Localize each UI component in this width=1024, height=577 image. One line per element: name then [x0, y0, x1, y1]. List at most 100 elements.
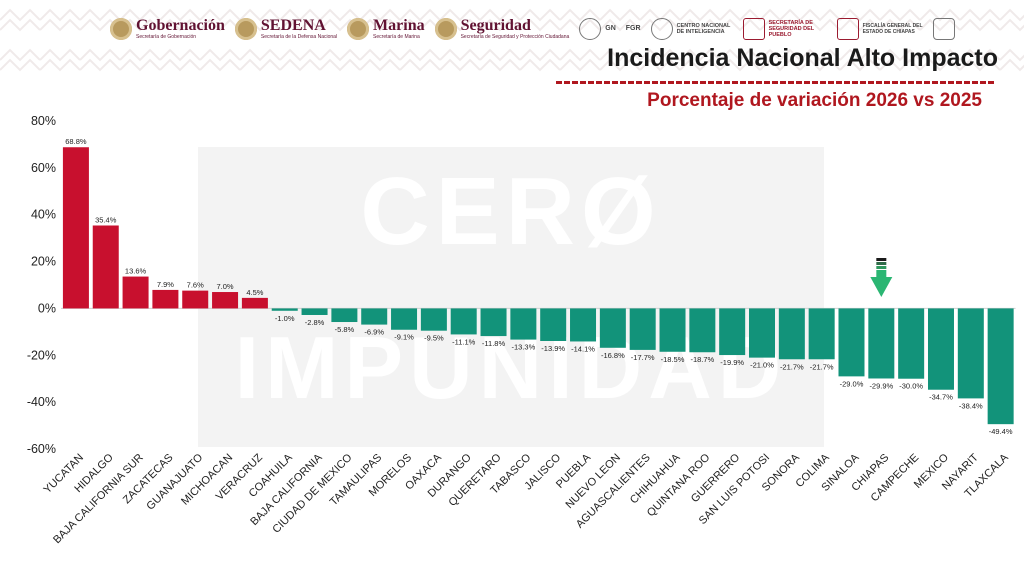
title-rule [556, 80, 996, 85]
bar [241, 297, 268, 309]
data-label: -38.4% [959, 401, 983, 410]
bar [540, 308, 567, 341]
data-label: -21.0% [750, 361, 774, 370]
y-tick-label: -40% [27, 395, 56, 409]
data-label: -18.7% [690, 355, 714, 364]
data-label: -2.8% [305, 318, 325, 327]
data-label: -34.7% [929, 393, 953, 402]
data-label: -13.9% [541, 344, 565, 353]
y-tick-label: 80% [31, 114, 56, 128]
bar [659, 308, 686, 352]
logo-marina-sub: Secretaría de Marina [373, 34, 420, 40]
bar [480, 308, 507, 337]
bar [152, 289, 179, 309]
y-tick-label: 20% [31, 255, 56, 269]
data-label: -6.9% [364, 328, 384, 337]
logo-chiapas-seguridad: SECRETARÍA DE SEGURIDAD DEL PUEBLO [742, 18, 827, 40]
logo-fiscalia-text: FISCALÍA GENERAL DEL ESTADO DE CHIAPAS [862, 23, 923, 35]
highlight-arrow-stripe [876, 258, 887, 261]
logo-marina: Marina Secretaría de Marina [347, 18, 425, 40]
logo-marina-name: Marina [373, 17, 425, 34]
y-tick-label: -60% [27, 442, 56, 456]
page-subtitle: Porcentaje de variación 2026 vs 2025 [647, 90, 982, 111]
bar [510, 308, 537, 340]
header-pattern [0, 0, 1024, 80]
logo-seguridad-name: Seguridad [460, 17, 531, 34]
data-label: -21.7% [810, 362, 834, 371]
data-label: -17.7% [631, 353, 655, 362]
highlight-arrow-head [870, 277, 893, 297]
data-label: 7.6% [187, 281, 204, 290]
seal-icon [434, 18, 457, 40]
data-label: 68.8% [65, 137, 87, 146]
bar [391, 308, 418, 330]
bar [331, 308, 358, 323]
watermark-line-1: CERØ [360, 158, 662, 265]
bar [182, 290, 209, 309]
data-label: 13.6% [125, 267, 147, 276]
bar [689, 308, 716, 353]
data-label: -19.9% [720, 358, 744, 367]
data-label: -16.8% [601, 351, 625, 360]
bar [749, 308, 776, 358]
data-label: -14.1% [571, 344, 595, 353]
logo-seguridad: Seguridad Secretaría de Seguridad y Prote… [434, 17, 570, 40]
bar [271, 308, 298, 311]
institution-logos: Gobernación Secretaría de Gobernación SED… [110, 12, 955, 46]
bar [838, 308, 865, 377]
bar [957, 308, 984, 399]
y-tick-label: 40% [31, 208, 56, 222]
logo-chiapas-seguridad-text: SECRETARÍA DE SEGURIDAD DEL PUEBLO [768, 20, 814, 38]
data-label: -5.8% [335, 325, 355, 334]
highlight-arrow-stripe [876, 266, 887, 269]
state-shield-icon [932, 18, 955, 40]
data-label: -30.0% [899, 382, 923, 391]
data-label: -1.0% [275, 314, 295, 323]
bar [92, 225, 119, 309]
bar [62, 147, 89, 309]
bar [599, 308, 626, 348]
data-label: 35.4% [95, 215, 117, 224]
logo-gobernacion-name: Gobernación [136, 17, 225, 34]
bar [450, 308, 477, 335]
logo-cni: CENTRO NACIONAL DE INTELIGENCIA [650, 18, 733, 40]
bar [629, 308, 656, 350]
highlight-arrow-stem [876, 270, 887, 278]
y-tick-label: 60% [31, 161, 56, 175]
logo-gobernacion: Gobernación Secretaría de Gobernación [110, 18, 225, 40]
chiapas-emblem-icon [742, 18, 765, 40]
logo-fgr-text: FGR [625, 25, 641, 32]
fiscalia-emblem-icon [836, 18, 859, 40]
logo-seguridad-sub: Secretaría de Seguridad y Protección Ciu… [460, 34, 570, 40]
bar [778, 308, 805, 360]
seal-icon [234, 18, 257, 40]
data-label: -9.5% [424, 334, 444, 343]
data-label: 4.5% [246, 288, 263, 297]
logo-sedena: SEDENA Secretaría de la Defensa Nacional [234, 17, 338, 40]
bar [987, 308, 1014, 425]
data-label: -9.1% [394, 333, 414, 342]
bar [212, 292, 239, 309]
logo-cni-text: CENTRO NACIONAL DE INTELIGENCIA [676, 23, 731, 35]
seal-icon [110, 18, 132, 40]
seal-icon [347, 18, 370, 40]
bar [927, 308, 954, 390]
bar [420, 308, 447, 331]
bar [808, 308, 835, 360]
logo-fiscalia: FISCALÍA GENERAL DEL ESTADO DE CHIAPAS [836, 18, 923, 40]
logo-fgr: FGR [626, 25, 641, 33]
logo-gobernacion-sub: Secretaría de Gobernación [136, 34, 197, 40]
data-label: -11.8% [482, 339, 506, 348]
data-label: -49.4% [989, 427, 1013, 436]
bar [301, 308, 328, 315]
bar [719, 308, 746, 356]
data-label: -29.9% [869, 381, 893, 390]
bar [570, 308, 597, 342]
logo-sedena-sub: Secretaría de la Defensa Nacional [260, 34, 338, 40]
cni-emblem-icon [650, 18, 673, 40]
bar [898, 308, 925, 379]
logo-sedena-name: SEDENA [260, 17, 326, 34]
y-tick-label: -20% [27, 348, 56, 362]
data-label: -18.5% [661, 355, 685, 364]
